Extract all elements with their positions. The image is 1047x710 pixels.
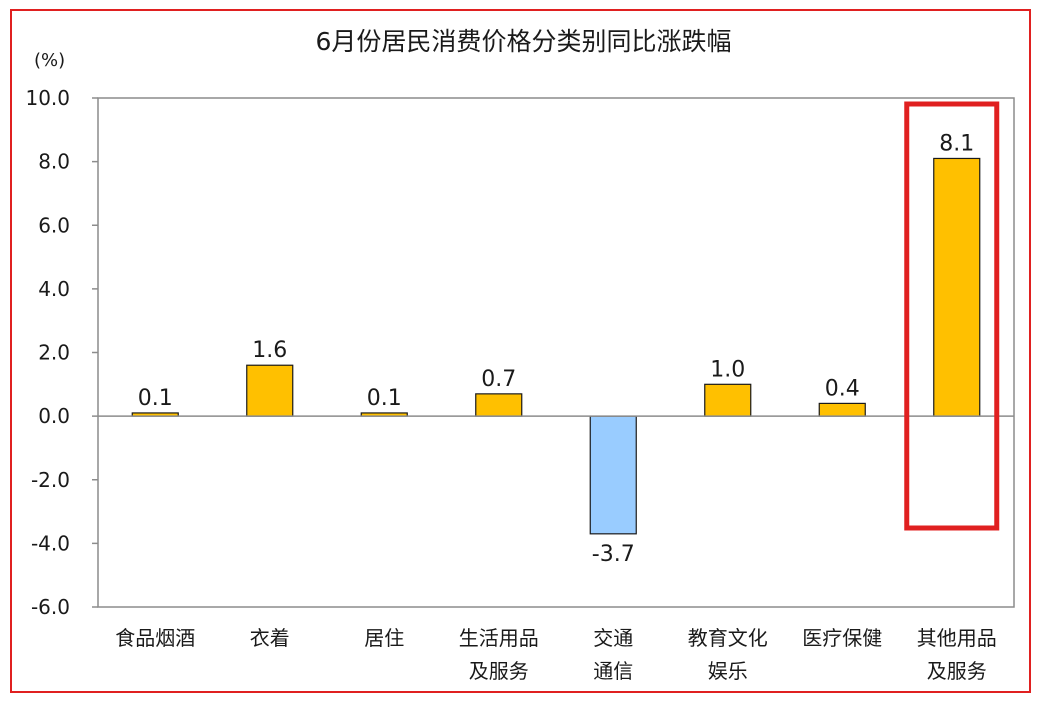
category-label: 及服务 <box>927 659 987 683</box>
chart-title: 6月份居民消费价格分类别同比涨跌幅 <box>315 27 732 56</box>
bar <box>818 402 866 417</box>
bars <box>131 157 981 535</box>
category-label: 其他用品 <box>917 626 997 650</box>
bar <box>704 383 752 417</box>
category-label: 居住 <box>364 626 404 650</box>
bar <box>246 364 294 417</box>
category-label: 教育文化 <box>688 626 768 650</box>
category-label: 衣着 <box>250 626 290 650</box>
bar <box>933 157 981 417</box>
category-label: 交通 <box>593 626 633 650</box>
category-label: 食品烟酒 <box>115 626 195 650</box>
y-unit-label: (%) <box>34 50 66 71</box>
bar <box>589 415 637 535</box>
y-tick-label: 4.0 <box>38 277 70 301</box>
y-tick-label: 0.0 <box>38 404 70 428</box>
category-label: 生活用品 <box>459 626 539 650</box>
outer-frame <box>10 9 1031 693</box>
value-labels: 0.1 1.6 0.1 0.7 -3.7 1.0 0.4 8.1 <box>138 131 975 566</box>
data-label: -3.7 <box>592 542 635 567</box>
y-tick-label: 6.0 <box>38 213 70 237</box>
bar <box>475 393 523 417</box>
category-label: 娱乐 <box>708 659 748 683</box>
y-tick-label: -4.0 <box>31 531 70 555</box>
data-label: 8.1 <box>939 131 974 156</box>
category-label: 及服务 <box>469 659 529 683</box>
category-label: 医疗保健 <box>802 626 882 650</box>
category-label: 通信 <box>593 659 633 683</box>
highlight-box <box>904 101 1000 531</box>
y-tick-label: 10.0 <box>25 86 70 110</box>
y-axis: 10.0 8.0 6.0 4.0 2.0 0.0 -2.0 -4.0 -6.0 <box>25 86 98 619</box>
y-tick-label: -2.0 <box>31 468 70 492</box>
data-label: 0.4 <box>825 376 860 401</box>
data-label: 1.0 <box>710 357 745 382</box>
data-label: 0.7 <box>481 367 516 392</box>
y-tick-label: 2.0 <box>38 341 70 365</box>
plot-area <box>97 97 1015 608</box>
data-label: 0.1 <box>138 386 173 411</box>
y-tick-label: -6.0 <box>31 595 70 619</box>
data-label: 1.6 <box>252 338 287 363</box>
y-tick-label: 8.0 <box>38 150 70 174</box>
data-label: 0.1 <box>367 386 402 411</box>
